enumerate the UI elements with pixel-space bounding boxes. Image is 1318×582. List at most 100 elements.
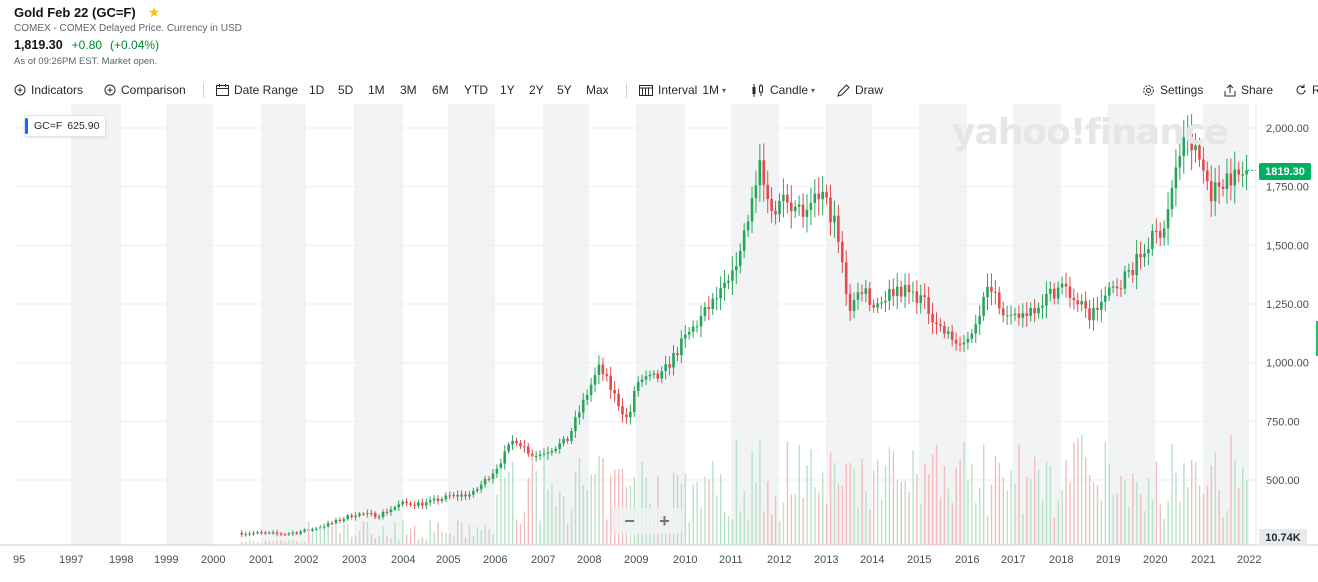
- candle-body: [444, 495, 448, 500]
- range-5d[interactable]: 5D: [338, 83, 354, 97]
- x-tick-label: 2004: [391, 554, 415, 566]
- candle-body: [750, 198, 754, 222]
- price-change-percent: (+0.04%): [110, 38, 160, 52]
- candle-body: [809, 202, 813, 210]
- candle-body: [974, 324, 978, 334]
- volume-bar: [594, 473, 596, 545]
- range-ytd[interactable]: YTD: [464, 83, 488, 97]
- candle-body: [1025, 313, 1029, 316]
- candle-body: [840, 241, 844, 263]
- volume-bar: [570, 508, 573, 545]
- volume-bar: [1108, 463, 1110, 545]
- volume-bar: [641, 462, 643, 545]
- candle-body: [935, 322, 938, 325]
- settings-button[interactable]: Settings: [1142, 77, 1203, 103]
- range-1d[interactable]: 1D: [309, 83, 325, 97]
- candle-body: [786, 194, 789, 203]
- zoom-out-button[interactable]: −: [624, 510, 635, 531]
- candle-body: [1076, 300, 1080, 305]
- volume-bar: [668, 523, 671, 545]
- candle-body: [1143, 253, 1146, 258]
- candle-body: [919, 295, 923, 303]
- date-range-button[interactable]: Date Range: [216, 77, 298, 103]
- range-1m[interactable]: 1M: [368, 83, 385, 97]
- volume-bar: [394, 521, 396, 545]
- candle-body: [479, 484, 483, 490]
- candle-body: [789, 202, 793, 212]
- volume-bar: [928, 474, 930, 545]
- reset-button[interactable]: R: [1295, 77, 1318, 103]
- range-2y[interactable]: 2Y: [529, 83, 544, 97]
- candle-body: [366, 513, 369, 515]
- volume-bar: [1053, 517, 1056, 545]
- candle-body: [475, 489, 479, 491]
- range-1y[interactable]: 1Y: [500, 83, 515, 97]
- volume-bar: [1006, 490, 1008, 545]
- volume-bar: [782, 502, 785, 545]
- interval-button[interactable]: Interval 1M ▾: [639, 77, 726, 103]
- candle-body: [699, 316, 703, 327]
- candle-body: [515, 440, 518, 444]
- x-tick-label: 2022: [1237, 554, 1261, 566]
- volume-bar: [1230, 435, 1232, 545]
- volume-bar: [578, 457, 581, 545]
- chart-type-button[interactable]: Candle ▾: [751, 77, 815, 103]
- volume-bar: [598, 455, 600, 545]
- gear-icon: [1143, 84, 1154, 96]
- x-tick-label: 95: [13, 554, 25, 566]
- volume-bar: [731, 519, 734, 545]
- candle-body: [683, 334, 687, 339]
- share-button[interactable]: Share: [1224, 77, 1273, 103]
- range-3m[interactable]: 3M: [400, 83, 417, 97]
- volume-bar: [351, 536, 353, 545]
- volume-bar: [551, 482, 553, 545]
- indicators-button[interactable]: Indicators: [14, 77, 83, 103]
- candle-body: [1229, 173, 1233, 186]
- volume-bar: [519, 524, 522, 545]
- year-band: [919, 104, 967, 545]
- x-tick-label: 2021: [1191, 554, 1215, 566]
- candle-body: [448, 495, 452, 497]
- chart-legend[interactable]: GC=F 625.90: [24, 115, 107, 137]
- volume-bar: [904, 480, 906, 545]
- candle-body: [350, 515, 353, 518]
- range-5y[interactable]: 5Y: [557, 83, 572, 97]
- volume-bar: [1041, 500, 1044, 545]
- range-6m[interactable]: 6M: [432, 83, 449, 97]
- candle-body: [848, 293, 852, 311]
- volume-bar: [559, 491, 561, 545]
- candle-body: [428, 500, 432, 503]
- zoom-in-button[interactable]: +: [659, 510, 670, 531]
- chart-type-label: Candle: [770, 83, 809, 97]
- candle-body: [550, 451, 554, 453]
- volume-bar: [931, 454, 934, 545]
- price-chart[interactable]: 2,000.00 1,750.00 1,500.00 1,250.00 1,000.00…: [0, 104, 1318, 582]
- volume-bar: [264, 540, 267, 545]
- range-max[interactable]: Max: [586, 83, 609, 97]
- volume-bar: [1088, 474, 1091, 545]
- candle-body: [691, 326, 695, 332]
- volume-bar: [464, 537, 467, 545]
- volume-bar: [959, 458, 961, 545]
- candle-body: [468, 494, 471, 497]
- candle-body: [632, 390, 636, 412]
- candle-body: [1127, 270, 1131, 272]
- candle-body: [746, 221, 750, 231]
- comparison-button[interactable]: Comparison: [104, 77, 186, 103]
- candle-body: [507, 444, 510, 452]
- volume-bar: [531, 455, 534, 545]
- volume-bar: [256, 541, 259, 545]
- volume-bar: [307, 521, 310, 545]
- draw-button[interactable]: Draw: [837, 77, 883, 103]
- volume-bar: [449, 533, 451, 545]
- candle-body: [1100, 301, 1103, 310]
- candle-body: [1017, 313, 1021, 318]
- volume-bar: [951, 502, 953, 545]
- reset-label: R: [1312, 83, 1318, 97]
- volume-bar: [354, 535, 357, 545]
- candle-body: [578, 412, 581, 418]
- candle-body: [727, 280, 730, 283]
- star-icon[interactable]: ★: [147, 4, 161, 20]
- volume-bar: [245, 541, 247, 545]
- x-tick-label: 2009: [624, 554, 648, 566]
